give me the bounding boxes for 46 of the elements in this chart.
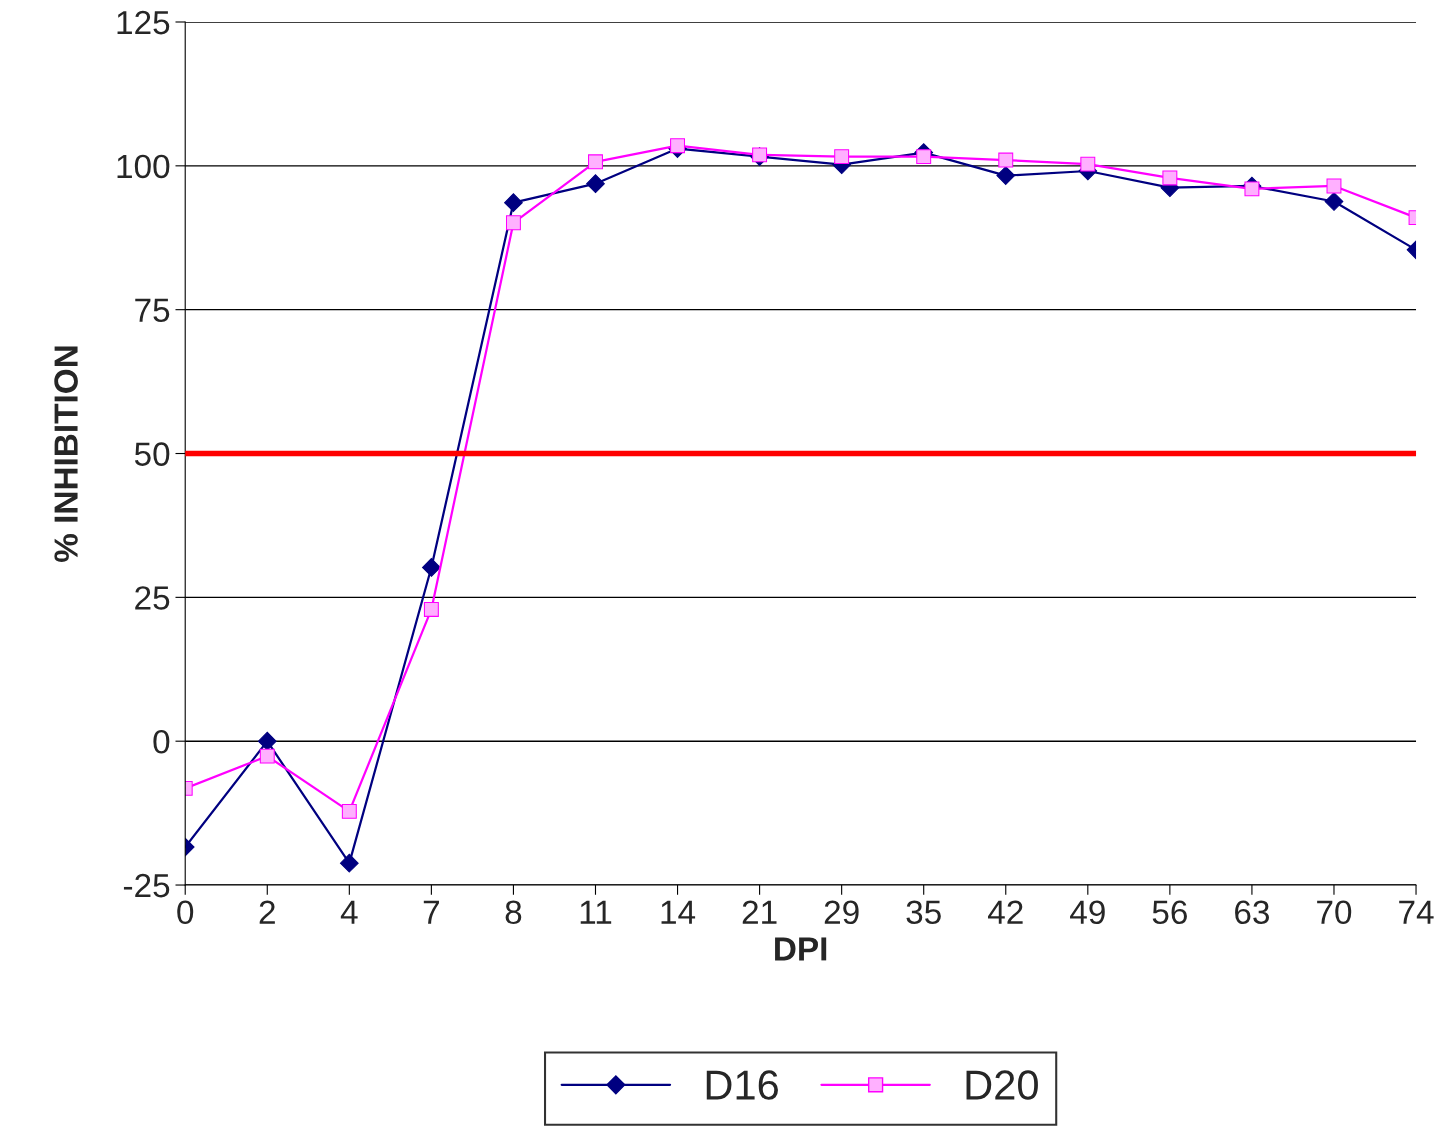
point <box>504 193 523 213</box>
y-axis-title: % INHIBITION <box>54 346 78 562</box>
point <box>259 748 275 764</box>
x-tick-label: 4 <box>340 900 358 924</box>
x-tick-label: 35 <box>906 900 941 925</box>
x-tick-label: 56 <box>1152 900 1187 925</box>
x-tick-label: 70 <box>1317 900 1352 925</box>
point <box>996 166 1016 185</box>
x-tick-label: 49 <box>1070 900 1105 925</box>
x-tick-label: 11 <box>580 900 612 924</box>
point <box>586 174 605 194</box>
x-tick-label: 42 <box>987 900 1023 924</box>
y-tick-label: -25 <box>123 873 170 898</box>
point <box>1244 181 1260 197</box>
x-tick-label: 21 <box>742 900 777 924</box>
y-tick-label: 75 <box>135 298 170 323</box>
point <box>423 601 439 617</box>
point <box>1324 192 1344 211</box>
x-tick-label: 2 <box>259 900 275 924</box>
point <box>257 731 277 751</box>
point <box>916 149 932 165</box>
point <box>670 138 686 154</box>
point <box>422 558 441 577</box>
legend-label: D16 <box>706 1070 778 1100</box>
x-tick-label: 74 <box>1399 900 1434 924</box>
point <box>505 215 521 231</box>
x-tick-label: 7 <box>423 900 439 924</box>
x-axis-title: DPI <box>775 937 827 961</box>
y-tick-label: 50 <box>134 442 170 466</box>
x-tick-label: 14 <box>661 900 696 924</box>
point <box>341 803 357 819</box>
y-tick-label: 100 <box>117 154 170 179</box>
x-tick-label: 0 <box>177 900 194 925</box>
legend-label: D20 <box>966 1070 1038 1100</box>
point <box>1080 156 1096 172</box>
x-tick-label: 29 <box>824 900 859 925</box>
y-tick-label: 125 <box>117 10 170 35</box>
x-tick-label: 63 <box>1235 900 1269 925</box>
y-tick-label: 0 <box>153 729 170 754</box>
point <box>998 152 1014 168</box>
point <box>1162 170 1178 186</box>
point <box>588 154 603 170</box>
x-tick-label: 8 <box>505 900 522 925</box>
point <box>834 149 850 165</box>
y-tick-label: 25 <box>135 586 170 610</box>
point <box>339 853 359 873</box>
